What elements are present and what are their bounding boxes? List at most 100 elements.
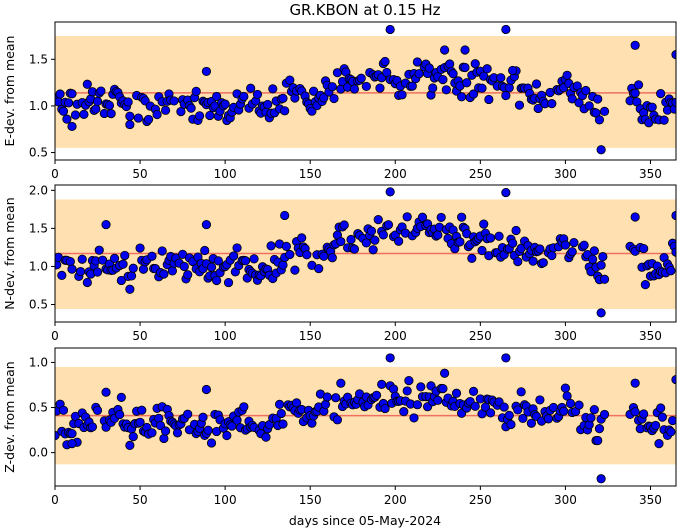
data-point-z [261, 432, 271, 442]
data-point-e [501, 90, 511, 101]
data-point-z [470, 401, 480, 411]
y-tick-label: 1.0 [29, 259, 48, 273]
data-point-z [654, 439, 664, 449]
data-point-e [633, 80, 644, 90]
panels: 0 50 100 150 200 250 300 350 0.5 1.0 1.5 E-dev. fro… [2, 21, 677, 507]
data-point-n [378, 230, 388, 240]
x-tick-label: 300 [554, 329, 577, 343]
data-point-n [159, 269, 169, 279]
data-point-z [183, 409, 193, 419]
data-point-n [101, 219, 111, 230]
data-point-z [667, 415, 676, 426]
data-point-z [589, 405, 599, 415]
data-point-z [409, 413, 419, 423]
data-point-n [75, 266, 86, 277]
data-point-n [278, 260, 288, 270]
y-axis-label-n: N-dev. from mean [2, 197, 17, 309]
data-point-e [462, 78, 472, 88]
x-tick-label: 0 [51, 167, 59, 181]
data-point-z [639, 409, 649, 419]
panel-e: 0 50 100 150 200 250 300 350 0.5 1.0 1.5 E-dev. fro… [2, 21, 677, 181]
data-point-n [65, 256, 75, 267]
data-point-e [547, 99, 557, 109]
data-point-e [531, 79, 542, 89]
data-point-n [57, 270, 67, 281]
data-point-e [514, 100, 525, 110]
data-point-z [516, 387, 526, 397]
x-tick-label: 50 [132, 167, 147, 181]
data-point-e [92, 96, 103, 106]
data-point-e [501, 24, 511, 35]
data-point-n [120, 250, 130, 261]
data-point-e [477, 83, 487, 93]
x-tick-label: 300 [554, 493, 577, 507]
x-tick-label: 50 [132, 493, 147, 507]
data-point-n [349, 244, 360, 254]
data-point-e [440, 45, 450, 55]
data-point-n [147, 251, 157, 261]
data-point-n [640, 280, 650, 290]
data-point-z [593, 435, 603, 446]
data-point-e [62, 114, 72, 124]
data-point-e [125, 111, 135, 121]
data-point-e [594, 115, 605, 125]
data-point-z [586, 413, 596, 423]
data-point-e [96, 86, 106, 96]
data-point-n [339, 220, 349, 230]
data-point-n [167, 266, 177, 276]
data-point-z [499, 402, 509, 412]
data-point-z [371, 390, 382, 400]
data-point-e [581, 85, 591, 96]
data-point-z [468, 386, 479, 396]
data-point-e [533, 103, 543, 114]
data-point-e [441, 85, 451, 95]
data-point-e [630, 40, 640, 50]
x-axis-label: days since 05-May-2024 [289, 513, 441, 528]
data-point-n [370, 235, 380, 245]
data-point-n [547, 250, 557, 261]
data-point-n [508, 238, 518, 248]
data-point-e [67, 121, 77, 132]
data-point-z [526, 418, 536, 428]
x-tick-label: 100 [214, 167, 237, 181]
data-point-n [402, 212, 412, 222]
data-point-e [263, 99, 273, 110]
data-point-n [314, 263, 324, 274]
data-point-n [126, 271, 137, 281]
data-point-n [567, 247, 577, 257]
data-point-z [172, 428, 183, 438]
data-point-n [116, 275, 126, 286]
data-point-z [115, 409, 125, 420]
data-point-e [647, 102, 657, 112]
data-point-e [143, 114, 154, 125]
x-tick-label: 100 [214, 493, 237, 507]
data-point-e [205, 110, 215, 121]
x-tick-label: 250 [469, 493, 492, 507]
data-point-z [543, 414, 553, 424]
data-point-z [438, 384, 448, 394]
data-point-e [246, 83, 256, 93]
data-point-n [179, 261, 189, 272]
data-point-z [331, 393, 341, 403]
data-point-z [518, 413, 528, 424]
data-point-e [504, 83, 514, 93]
data-point-n [368, 245, 378, 255]
data-point-e [508, 65, 518, 76]
data-point-z [380, 403, 390, 414]
data-point-e [104, 100, 115, 111]
data-point-z [657, 412, 667, 422]
data-point-n [138, 264, 149, 274]
x-tick-label: 150 [299, 493, 322, 507]
data-point-e [309, 86, 319, 96]
data-point-e [239, 91, 249, 102]
data-point-n [94, 245, 104, 255]
x-tick-label: 350 [639, 493, 662, 507]
data-point-e [176, 107, 186, 117]
data-point-e [460, 62, 470, 73]
data-point-e [482, 64, 492, 74]
axes-frame-z [54, 347, 677, 487]
data-point-n [588, 254, 598, 264]
data-point-e [195, 111, 205, 121]
data-point-z [513, 405, 523, 415]
